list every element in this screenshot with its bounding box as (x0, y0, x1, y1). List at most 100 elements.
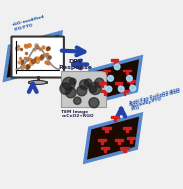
Bar (124, 92, 125, 95)
Circle shape (89, 82, 101, 94)
Point (44, 52, 47, 55)
Point (23, 57, 26, 60)
Point (46, 52, 49, 55)
Bar (102, 127, 111, 129)
Point (34, 43, 37, 46)
Bar (121, 90, 128, 92)
Bar (61, 70, 107, 107)
Point (20, 65, 23, 68)
Text: Anti-Cps Tx/CeO2-RGO
FTO: Anti-Cps Tx/CeO2-RGO FTO (129, 90, 182, 112)
Point (33, 47, 36, 50)
Bar (130, 82, 132, 85)
Circle shape (80, 80, 89, 90)
Bar (118, 141, 120, 144)
Circle shape (84, 79, 92, 86)
Polygon shape (85, 57, 141, 105)
Circle shape (60, 83, 71, 94)
Point (45, 60, 48, 63)
Circle shape (108, 75, 113, 81)
Circle shape (77, 86, 87, 96)
Point (31, 60, 34, 63)
Circle shape (74, 97, 81, 104)
Point (20, 62, 23, 65)
Point (36, 45, 39, 48)
Bar (114, 118, 116, 121)
Text: TEM Image
ccCeO2+RGO: TEM Image ccCeO2+RGO (61, 110, 94, 119)
Circle shape (127, 75, 132, 81)
Ellipse shape (29, 80, 47, 84)
Text: DPV
Response: DPV Response (58, 59, 92, 70)
Point (27, 44, 30, 47)
Point (38, 48, 41, 51)
Point (26, 57, 29, 60)
Bar (106, 71, 107, 74)
Bar (101, 147, 109, 149)
Point (17, 61, 20, 64)
Bar (98, 139, 107, 141)
Bar (123, 70, 131, 71)
Circle shape (62, 77, 75, 90)
Bar (120, 147, 129, 149)
Polygon shape (85, 114, 141, 162)
Point (29, 57, 32, 60)
Point (24, 43, 27, 46)
Point (37, 56, 40, 59)
Text: rGO-modified
ITO/FTO: rGO-modified ITO/FTO (12, 15, 47, 32)
Bar (111, 116, 119, 118)
Point (40, 55, 43, 58)
Point (18, 56, 21, 59)
Point (22, 64, 25, 67)
Point (45, 47, 48, 50)
Bar (103, 70, 110, 71)
Bar (115, 82, 122, 84)
Bar (123, 127, 131, 129)
Bar (111, 59, 118, 61)
Point (26, 64, 29, 67)
Bar (130, 139, 132, 143)
Point (47, 46, 50, 49)
Bar (104, 92, 106, 95)
Circle shape (114, 64, 120, 70)
Bar (127, 137, 135, 139)
Bar (101, 90, 109, 92)
Circle shape (130, 85, 136, 91)
Circle shape (95, 78, 104, 88)
Point (24, 45, 27, 48)
Point (30, 62, 33, 65)
Circle shape (106, 86, 112, 92)
Bar (104, 149, 106, 153)
Circle shape (118, 86, 124, 92)
Circle shape (70, 78, 76, 85)
Point (25, 52, 27, 55)
Point (47, 61, 50, 64)
Point (47, 46, 50, 50)
Circle shape (90, 86, 96, 92)
Bar (124, 149, 126, 153)
Circle shape (89, 98, 99, 108)
Bar (126, 71, 128, 74)
Point (40, 57, 43, 60)
Bar (114, 60, 116, 64)
Point (21, 60, 24, 63)
Point (36, 59, 39, 62)
Bar (105, 128, 107, 132)
Bar (99, 82, 106, 84)
Point (33, 57, 36, 60)
FancyBboxPatch shape (12, 36, 64, 77)
Bar (126, 128, 128, 132)
Point (42, 46, 45, 49)
Point (26, 65, 29, 68)
Bar (115, 139, 123, 141)
Bar (127, 80, 135, 82)
Circle shape (66, 87, 76, 98)
Point (47, 56, 50, 59)
Point (20, 47, 23, 50)
Point (27, 64, 30, 67)
Point (16, 45, 19, 48)
Point (16, 46, 19, 49)
Point (34, 56, 37, 59)
Bar (101, 83, 103, 87)
Text: Anti-Cps Tx/CeO2-RGO
Antibody/FTO: Anti-Cps Tx/CeO2-RGO Antibody/FTO (129, 88, 182, 109)
Bar (118, 83, 120, 87)
Bar (101, 141, 103, 144)
